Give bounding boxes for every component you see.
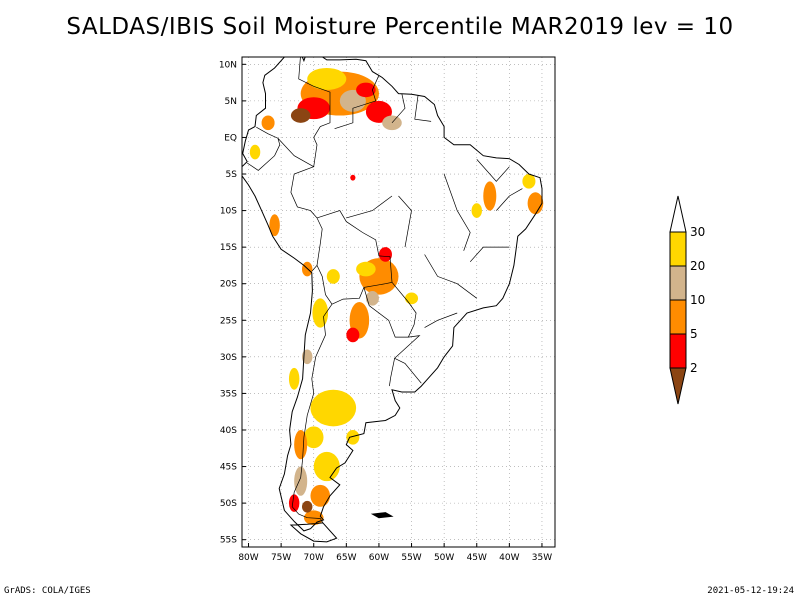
dry-region-patch (313, 451, 340, 482)
lon-tick-label: 60W (369, 553, 389, 563)
continent-outline (242, 57, 543, 543)
dry-region-patch (350, 174, 356, 181)
dry-region-patch (301, 500, 313, 513)
dry-region-patch (288, 494, 300, 512)
footer-timestamp: 2021-05-12-19:24 (707, 586, 794, 596)
legend-swatch (669, 231, 687, 267)
lat-tick-label: 10S (220, 207, 237, 217)
dry-region-patch (356, 261, 376, 277)
legend-label: 30 (690, 225, 705, 239)
dry-region-patch (294, 466, 308, 496)
dry-region-patch (346, 429, 360, 445)
dry-region-patch (294, 429, 308, 460)
dry-region-patch (365, 100, 392, 123)
dry-regions-layer (249, 67, 544, 526)
footer-credit: GrADS: COLA/IGES (4, 586, 91, 596)
lon-tick-label: 55W (401, 553, 421, 563)
dry-region-patch (326, 269, 340, 284)
legend-swatch (669, 265, 687, 301)
lat-tick-label: 25S (220, 316, 237, 326)
dry-region-patch (527, 192, 544, 215)
legend-label: 5 (690, 327, 698, 341)
dry-region-patch (310, 484, 331, 507)
dry-region-patch (249, 144, 261, 160)
legend-swatch (669, 299, 687, 335)
plot-frame (241, 56, 556, 548)
dry-region-patch (261, 115, 275, 131)
dry-region-patch (356, 82, 376, 98)
dry-region-patch (483, 181, 497, 211)
lat-tick-label: EQ (224, 133, 237, 143)
lon-tick-label: 80W (238, 553, 258, 563)
dry-region-patch (307, 67, 347, 90)
lat-tick-label: 5N (225, 97, 237, 107)
dry-region-patch (288, 367, 300, 390)
chart-title: SALDAS/IBIS Soil Moisture Percentile MAR… (66, 14, 734, 40)
lon-tick-label: 70W (304, 553, 324, 563)
legend-label: 20 (690, 259, 705, 273)
lon-tick-label: 40W (499, 553, 519, 563)
latitude-labels: 10N 5N EQ 5S 10S 15S 20S 25S 30S 35S 40S 45S 50S 55S (219, 60, 246, 546)
lat-tick-label: 45S (220, 463, 237, 473)
gridlines (242, 57, 555, 547)
lat-tick-label: 50S (220, 499, 237, 509)
dry-region-patch (405, 292, 419, 305)
lon-tick-label: 50W (434, 553, 454, 563)
legend-label: 10 (690, 293, 705, 307)
legend-arrow-top (669, 195, 687, 233)
lat-tick-label: 55S (220, 536, 237, 546)
lon-tick-label: 35W (532, 553, 552, 563)
longitude-labels: 80W 75W 70W 65W 60W 55W 50W 45W 40W 35W (238, 543, 552, 563)
legend-swatch (669, 333, 687, 369)
lat-tick-label: 35S (220, 389, 237, 399)
dry-region-patch (378, 247, 392, 262)
lat-tick-label: 30S (220, 353, 237, 363)
dry-region-patch (346, 327, 360, 343)
legend-arrow-bottom (669, 367, 687, 405)
lat-tick-label: 5S (226, 170, 238, 180)
dry-region-patch (522, 174, 536, 189)
dry-region-patch (303, 426, 324, 449)
lon-tick-label: 75W (271, 553, 291, 563)
dry-region-patch (269, 214, 280, 237)
lat-tick-label: 40S (220, 426, 237, 436)
lon-tick-label: 65W (336, 553, 356, 563)
dry-region-patch (471, 203, 482, 218)
legend-label: 2 (690, 361, 698, 375)
dry-region-patch (290, 108, 311, 123)
lat-tick-label: 15S (220, 243, 237, 253)
lat-tick-label: 20S (220, 280, 237, 290)
dry-region-patch (382, 115, 402, 131)
dry-region-patch (365, 291, 379, 306)
colorbar-legend: 30 20 10 5 2 (669, 195, 705, 405)
dry-region-patch (310, 389, 357, 427)
lon-tick-label: 45W (467, 553, 487, 563)
lat-tick-label: 10N (219, 60, 237, 70)
